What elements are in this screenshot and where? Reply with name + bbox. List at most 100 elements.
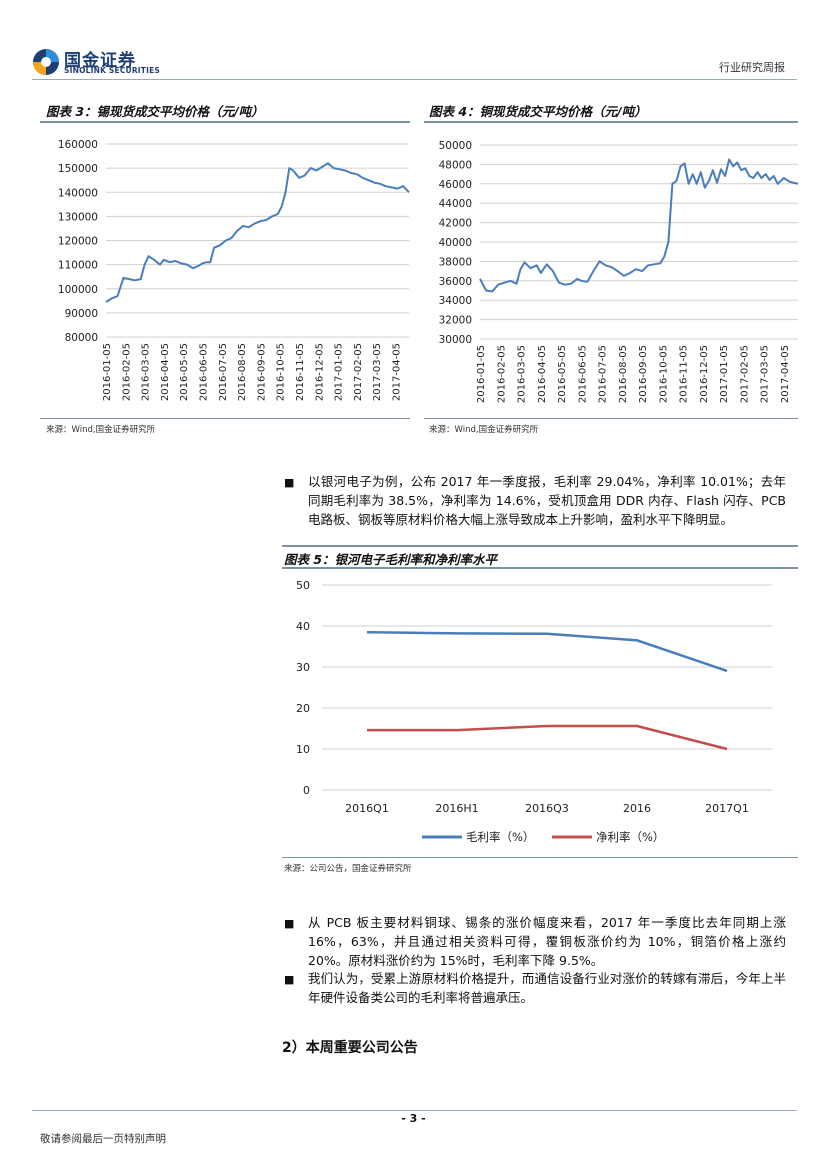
figure5-source: 来源：公司公告，国金证券研究所 [284,864,412,874]
page-number: - 3 - [401,1112,426,1125]
x-tick-label: 2017-03-05 [760,345,771,403]
x-tick-label: 2017-02-05 [739,345,750,403]
figure4-bottom-rule [424,418,798,419]
y-tick-label: 150000 [58,163,98,175]
y-tick-label: 130000 [58,211,98,223]
x-category-label: 2016Q1 [345,802,389,815]
figure4-title: 图表 4：铜现货成交平均价格（元/吨） [429,104,647,119]
y-tick-label: 42000 [439,218,472,230]
bullet-marker-icon: ■ [284,476,295,489]
y-tick-label: 140000 [58,187,98,199]
logo-english: SINOLINK SECURITIES [64,66,161,75]
figure5-rule [282,567,798,569]
x-tick-label: 2017-02-05 [353,343,364,401]
bullet-marker-icon: ■ [284,973,295,986]
figure4-rule [424,121,798,123]
x-tick-label: 2016-04-05 [537,345,548,403]
x-tick-label: 2016-07-05 [218,343,229,401]
y-tick-label: 32000 [439,315,472,327]
figure3-bottom-rule [40,418,410,419]
x-tick-label: 2016-03-05 [141,343,152,401]
y-tick-label: 30000 [439,334,472,346]
x-tick-label: 2016-02-05 [496,345,507,403]
x-tick-label: 2016-05-05 [557,345,568,403]
x-category-label: 2017Q1 [705,802,749,815]
legend-label-1: 净利率（%） [596,830,664,844]
logo-mark-icon [33,49,59,75]
copper-price-chart: 30000 32000 34000 36000 38000 40000 42000 44000… [439,140,799,403]
y-tick-label: 36000 [439,276,472,288]
y-tick-label: 38000 [439,256,472,268]
y-tick-label: 160000 [58,139,98,151]
series-line-0 [366,630,728,673]
figure5-bottom-rule [282,857,798,858]
y-tick-label: 90000 [65,308,98,320]
x-tick-label: 2016-09-05 [638,345,649,403]
x-tick-label: 2016-01-05 [476,345,487,403]
x-tick-label: 2016-04-05 [160,343,171,401]
y-tick-label: 30 [296,661,310,674]
x-category-label: 2016H1 [435,802,478,815]
bullet-paragraph-pcb: 从 PCB 板主要材料铜球、锡条的涨价幅度来看，2017 年一季度比去年同期上涨… [308,915,786,968]
y-tick-label: 0 [303,784,310,797]
y-tick-label: 44000 [439,198,472,210]
x-category-label: 2016 [623,802,651,815]
y-tick-label: 50000 [439,140,472,152]
x-tick-label: 2016-06-05 [577,345,588,403]
y-tick-label: 20 [296,702,310,715]
x-tick-label: 2017-01-05 [719,345,730,403]
y-tick-label: 100000 [58,284,98,296]
tin-price-chart: 80000 90000 100000 110000 120000 130000 140000… [58,139,410,401]
figure3-rule [40,121,410,123]
x-tick-label: 2016-05-05 [179,343,190,401]
x-tick-label: 2016-09-05 [256,343,267,401]
y-tick-label: 80000 [65,332,98,344]
report-type: 行业研究周报 [719,61,785,74]
x-tick-label: 2016-08-05 [237,343,248,401]
y-tick-label: 34000 [439,295,472,307]
x-tick-label: 2016-11-05 [295,343,306,401]
y-tick-label: 110000 [58,260,98,272]
footer-divider [32,1110,797,1111]
x-tick-label: 2016-06-05 [198,343,209,401]
section-title: 2）本周重要公司公告 [282,1040,418,1056]
x-tick-label: 2016-10-05 [658,345,669,403]
margin-chart: 0 10 20 30 40 50 2016Q1 2016H1 2016Q3 2016 2017Q1 毛… [296,579,772,844]
x-tick-label: 2016-10-05 [276,343,287,401]
x-tick-label: 2016-11-05 [679,345,690,403]
x-tick-label: 2016-03-05 [517,345,528,403]
header-divider [32,79,797,80]
y-tick-label: 40000 [439,237,472,249]
y-tick-label: 46000 [439,179,472,191]
x-tick-label: 2016-02-05 [121,343,132,401]
x-tick-label: 2016-12-05 [699,345,710,403]
price-series-line [479,158,799,293]
figure4-source: 来源：Wind,国金证券研究所 [429,425,539,435]
x-tick-label: 2017-04-05 [391,343,402,401]
y-tick-label: 40 [296,620,310,633]
bullet-paragraph-outlook: 我们认为，受累上游原材料价格提升，而通信设备行业对涨价的转嫁有滞后，今年上半年硬… [308,971,786,1005]
x-tick-label: 2017-01-05 [334,343,345,401]
x-tick-label: 2016-07-05 [598,345,609,403]
bullet-marker-icon: ■ [284,917,295,930]
y-tick-label: 48000 [439,159,472,171]
series-line-1 [367,724,728,751]
y-tick-label: 120000 [58,236,98,248]
figure5-top-rule [282,545,798,547]
figure5-title: 图表 5：银河电子毛利率和净利率水平 [284,552,498,567]
x-tick-label: 2016-01-05 [102,343,113,401]
figure3-source: 来源：Wind,国金证券研究所 [46,425,156,435]
y-tick-label: 10 [296,743,310,756]
legend-label-0: 毛利率（%） [466,830,534,844]
x-tick-label: 2017-04-05 [780,345,791,403]
x-tick-label: 2016-12-05 [314,343,325,401]
paragraph-yinhe-example: 以银河电子为例，公布 2017 年一季度报，毛利率 29.04%，净利率 10.… [308,474,786,527]
y-tick-label: 50 [296,579,310,592]
x-tick-label: 2016-08-05 [618,345,629,403]
price-series-line [105,162,410,303]
x-tick-label: 2017-03-05 [372,343,383,401]
x-category-label: 2016Q3 [525,802,569,815]
logo-chinese: 国金证券 [64,51,136,71]
figure3-title: 图表 3：锡现货成交平均价格（元/吨） [46,104,264,119]
footer-disclaimer: 敬请参阅最后一页特别声明 [40,1133,166,1145]
